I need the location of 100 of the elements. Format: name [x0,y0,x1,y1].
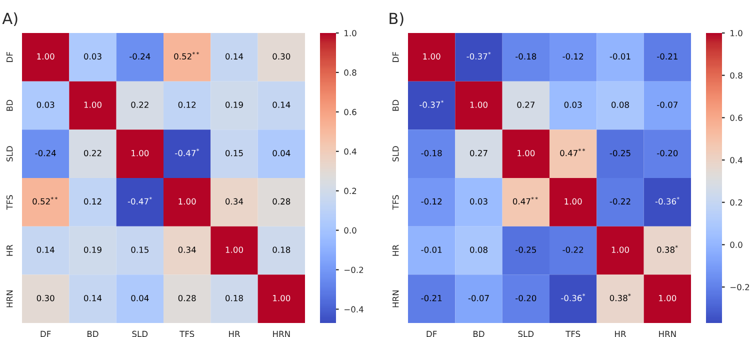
data-label: 1.00 [178,198,196,205]
data-label: 0.15 [131,246,148,253]
x-tick-label: HRN [273,330,290,337]
data-label: 0.34 [178,246,196,253]
data-label: -0.01 [610,53,630,60]
data-label: 0.14 [36,246,54,253]
x-tick-label: TFS [180,330,194,337]
data-label: -0.07 [657,102,678,108]
data-label: -0.18 [421,150,442,156]
data-label: 1.00 [84,102,102,108]
data-label: 0.27 [470,150,488,156]
data-label: -0.07 [468,294,489,302]
data-label: 0.52$^{**}$ [32,196,58,205]
data-label: -0.24 [130,53,150,60]
y-tick-label: HR [392,244,399,256]
data-label: 0.12 [178,102,196,108]
y-tick-label: HRN [392,290,399,308]
y-tick-label: BD [392,100,399,111]
data-label: 0.04 [272,150,290,156]
color-bar-label: 0.6 [344,108,356,116]
y-tick-label: TFS [6,195,13,210]
y-tick-label: BD [6,100,13,111]
data-label: 1.00 [273,294,290,302]
data-label: -0.37$^{*}$ [466,52,491,60]
x-tick-label: SLD [132,330,148,337]
data-label: 1.00 [612,246,629,253]
data-label: 1.00 [37,53,54,60]
data-label: 0.12 [84,198,102,205]
data-label: -0.01 [421,246,442,253]
data-label: -0.21 [421,294,442,302]
color-bar-label: 0.8 [344,69,356,76]
data-label: 1.00 [226,246,243,253]
data-label: 0.18 [226,294,243,302]
chart-title: B) [390,12,404,26]
data-label: 0.08 [612,102,629,108]
data-label: 0.14 [272,102,290,108]
data-label: 1.00 [423,53,440,60]
data-label: 0.22 [131,102,148,108]
y-tick-label: SLD [6,146,13,162]
x-tick-label: BD [88,330,98,337]
data-label: -0.22 [562,246,584,253]
data-label: -0.21 [657,53,678,60]
x-tick-label: SLD [518,330,534,337]
data-label: -0.47$^{*}$ [175,148,200,156]
data-label: 0.28 [272,198,290,205]
y-tick-label: HR [6,244,13,256]
data-label: 0.15 [226,150,243,156]
y-tick-label: SLD [392,146,399,162]
x-tick-label: DF [40,330,51,337]
color-bar-label: 0.8 [730,72,742,79]
data-label: -0.12 [562,53,584,60]
data-label: 1.00 [659,294,676,302]
color-bar-label: 0.0 [344,227,356,234]
y-tick-label: HRN [6,290,13,308]
y-tick-label: DF [6,52,13,62]
data-label: -0.20 [657,150,678,156]
data-label: 0.38$^{*}$ [657,245,678,253]
y-tick-label: DF [392,52,399,62]
color-bar-label: 1.0 [730,30,742,36]
data-label: -0.24 [35,150,56,156]
data-label: -0.18 [516,53,536,60]
x-tick-label: BD [474,330,484,337]
data-label: 0.19 [226,102,243,108]
color-bar-label: 0.2 [730,199,742,206]
x-tick-label: HRN [659,330,676,337]
color-bar-label: 0.4 [730,156,742,164]
data-label: 0.14 [226,53,244,60]
data-label: 0.38$^{*}$ [610,294,631,302]
data-label: 1.00 [518,150,535,156]
data-label: 1.00 [132,150,149,156]
data-label: 0.03 [470,198,488,205]
data-label: 0.18 [272,246,290,253]
data-label: 0.03 [84,53,102,60]
data-label: 0.04 [131,294,149,302]
data-label: -0.25 [516,246,536,253]
data-label: 0.22 [84,150,102,156]
data-label: 0.28 [178,294,196,302]
x-tick-label: HR [229,330,240,337]
color-bar-label: −0.4 [344,306,364,312]
data-label: 0.47$^{**}$ [512,196,538,205]
data-label: 0.14 [84,294,102,302]
color-bar-label: 0.2 [344,188,356,194]
data-label: 1.00 [564,198,582,205]
data-label: -0.25 [610,150,630,156]
y-tick-label: TFS [392,195,399,210]
color-bar-label: 0.4 [344,148,356,155]
data-label: 0.03 [564,102,582,108]
data-label: 1.00 [470,102,488,108]
color-bar-label: 0.6 [730,114,742,121]
data-label: 0.27 [517,102,534,108]
color-bar-label: 0.0 [730,242,742,248]
data-label: -0.36$^{*}$ [655,196,680,205]
chart-title: A) [2,12,18,26]
data-label: -0.36$^{*}$ [561,294,586,302]
data-label: -0.47$^{*}$ [128,196,152,205]
data-label: 0.30 [36,294,54,302]
color-bar-label: −0.2 [730,284,750,290]
data-label: 0.19 [84,246,102,253]
data-label: 0.08 [470,246,488,253]
data-label: 0.03 [36,102,54,108]
